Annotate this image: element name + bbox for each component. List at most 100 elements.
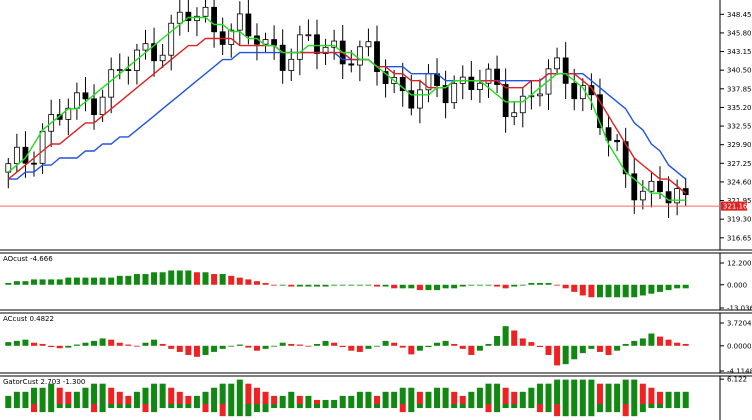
- candle-body: [374, 41, 380, 72]
- candle-body: [588, 85, 595, 96]
- histogram-bar: [485, 343, 492, 346]
- gator-lower-bar: [322, 404, 329, 409]
- gator-upper-bar: [305, 395, 312, 404]
- histogram-bar: [219, 274, 226, 285]
- gator-lower-bar: [511, 404, 518, 409]
- histogram-bar: [459, 345, 466, 349]
- histogram-bar: [65, 277, 72, 285]
- candle: [605, 114, 612, 157]
- histogram-bar: [73, 344, 80, 346]
- gator-lower-bar: [185, 404, 192, 409]
- candle-body: [159, 54, 166, 62]
- histogram-bar: [382, 284, 389, 287]
- gator-lower-bar: [262, 404, 269, 413]
- histogram-bar: [665, 284, 672, 291]
- histogram-bar: [656, 336, 663, 346]
- gator-upper-bar: [108, 387, 115, 404]
- gator-upper-bar: [528, 387, 535, 404]
- gator-upper-bar: [322, 399, 329, 404]
- candle: [82, 77, 89, 112]
- candle-body: [185, 11, 192, 21]
- gator-upper-bar: [554, 379, 561, 404]
- histogram-bar: [202, 345, 209, 355]
- gator-lower-bar: [22, 404, 29, 409]
- histogram-bar: [554, 345, 561, 366]
- gator-upper-bar: [571, 379, 578, 404]
- current-price-label: 321.16: [723, 203, 748, 211]
- price-tick-label-1: 345.80: [727, 29, 752, 37]
- gator-upper-bar: [48, 383, 55, 404]
- candle: [159, 43, 166, 69]
- histogram-bar: [459, 284, 466, 287]
- histogram-bar: [348, 345, 355, 351]
- candle-body: [597, 94, 603, 129]
- histogram-bar: [434, 284, 441, 291]
- histogram-bar: [356, 284, 363, 286]
- candle-body: [451, 82, 458, 104]
- histogram-bar: [571, 284, 578, 292]
- gator-lower-bar: [48, 404, 55, 413]
- gator-lower-bar: [571, 404, 578, 417]
- candle-body: [365, 41, 372, 48]
- candle-body: [168, 22, 175, 56]
- price-axis-ticks: 348.45 345.80 343.15 340.50 337.85 335.20 332.…: [720, 11, 752, 242]
- price-tick-label-10: 321.95: [727, 197, 752, 205]
- histogram-bar: [622, 284, 629, 298]
- current-price-label-bg: [721, 201, 747, 211]
- histogram-bar: [305, 284, 312, 287]
- gator-lower-bar: [82, 404, 89, 409]
- histogram-bar: [176, 270, 183, 285]
- histogram-bar: [536, 282, 543, 285]
- histogram-bar: [39, 343, 46, 346]
- gator-lower-bar: [665, 404, 672, 409]
- histogram-bar: [519, 338, 526, 346]
- histogram-bar: [99, 338, 106, 346]
- gator-upper-bar: [639, 383, 646, 404]
- candle: [56, 98, 63, 126]
- candle-body: [82, 92, 89, 100]
- gator-upper-bar: [142, 387, 149, 404]
- gator-lower-bar: [596, 404, 603, 413]
- candle-body: [631, 173, 638, 201]
- histogram-bar: [331, 284, 338, 286]
- gator-upper-bar: [245, 383, 252, 404]
- candle-body: [296, 34, 303, 60]
- histogram-bar: [22, 281, 29, 285]
- histogram-bar: [596, 284, 603, 298]
- histogram-bar: [674, 342, 681, 346]
- gator-lower-bar: [228, 404, 235, 417]
- histogram-bar: [476, 284, 483, 286]
- candle-body: [151, 43, 157, 62]
- gator-upper-bar: [176, 391, 183, 404]
- histogram-bar: [631, 340, 638, 346]
- histogram-bar: [391, 342, 398, 346]
- histogram-bar: [562, 284, 569, 289]
- gator-upper-bar: [228, 383, 235, 404]
- ao-title: AOcust -4.666: [3, 255, 53, 263]
- candle-body: [511, 112, 518, 118]
- candle-body: [99, 96, 106, 116]
- histogram-bar: [13, 340, 20, 346]
- gator-lower-bar: [202, 404, 209, 413]
- histogram-bar: [596, 345, 603, 352]
- gator-lower-bar: [331, 404, 338, 409]
- current-price-line: 321.16: [0, 201, 748, 211]
- candle: [648, 172, 655, 208]
- candle: [511, 101, 518, 126]
- candle: [494, 55, 500, 93]
- candle-body: [228, 29, 235, 45]
- histogram-bar: [228, 275, 235, 285]
- candle-body: [39, 130, 46, 164]
- histogram-bar: [236, 344, 243, 346]
- gator-lower-bar: [374, 404, 381, 409]
- histogram-bar: [151, 272, 158, 285]
- gator-lower-bar: [476, 404, 483, 409]
- histogram-bar: [22, 339, 29, 346]
- price-tick-label-11: 319.30: [727, 216, 752, 224]
- gator-lower-bar: [296, 404, 303, 409]
- candle: [236, 1, 243, 45]
- gator-lower-bar: [674, 404, 681, 409]
- gator-upper-bar: [168, 387, 175, 404]
- gator-lower-bar: [459, 404, 466, 409]
